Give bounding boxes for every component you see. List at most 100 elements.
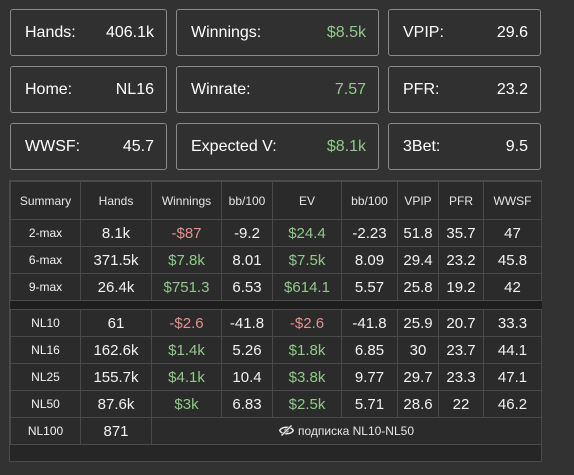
- card-hands: Hands: 406.1k: [10, 9, 167, 56]
- cell-pfr: 22: [438, 390, 484, 418]
- column-header-bb100[interactable]: bb/100: [221, 181, 273, 220]
- cell-ev-bb100: 6.85: [341, 336, 398, 364]
- column-header-vpip[interactable]: VPIP: [397, 181, 439, 220]
- card-home: Home: NL16: [10, 66, 167, 113]
- cell-hands: 871: [80, 417, 152, 445]
- card-value: 7.57: [334, 80, 366, 98]
- cell-winnings: $1.4k: [151, 336, 222, 364]
- table-row: NL16 162.6k $1.4k 5.26 $1.8k 6.85 30 23.…: [10, 336, 542, 364]
- card-label: Winnings:: [191, 23, 262, 41]
- cell-hands: 155.7k: [80, 363, 152, 391]
- row-name: 6-max: [10, 246, 81, 274]
- cell-vpip: 25.9: [397, 309, 439, 337]
- card-expected-value: Expected V: $8.1k: [176, 123, 379, 170]
- cell-wwsf: 46.2: [483, 390, 542, 418]
- eye-slash-icon: [278, 424, 294, 437]
- card-label: Winrate:: [191, 80, 251, 98]
- cell-wwsf: 44.1: [483, 336, 542, 364]
- cell-hands: 162.6k: [80, 336, 152, 364]
- table-row: 9-max 26.4k $751.3 6.53 $614.1 5.57 25.8…: [10, 273, 542, 301]
- cell-bb100: -41.8: [221, 309, 273, 337]
- cell-bb100: -9.2: [221, 219, 273, 247]
- cell-ev: $1.8k: [272, 336, 342, 364]
- cell-vpip: 28.6: [397, 390, 439, 418]
- cell-pfr: 23.3: [438, 363, 484, 391]
- table-row: 6-max 371.5k $7.8k 8.01 $7.5k 8.09 29.4 …: [10, 246, 542, 274]
- card-winnings: Winnings: $8.5k: [176, 9, 379, 56]
- cell-bb100: 8.01: [221, 246, 273, 274]
- row-name: NL25: [10, 363, 81, 391]
- card-3bet: 3Bet: 9.5: [388, 123, 541, 170]
- stats-table-container: Summary Hands Winnings bb/100 EV bb/100 …: [9, 180, 542, 462]
- cell-wwsf: 33.3: [483, 309, 542, 337]
- card-label: Expected V:: [191, 137, 277, 155]
- cell-wwsf: 45.8: [483, 246, 542, 274]
- card-value: 9.5: [505, 137, 528, 155]
- cell-vpip: 51.8: [397, 219, 439, 247]
- cell-hands: 371.5k: [80, 246, 152, 274]
- column-header-winnings[interactable]: Winnings: [151, 181, 222, 220]
- column-header-ev-bb100[interactable]: bb/100: [341, 181, 398, 220]
- cell-pfr: 23.2: [438, 246, 484, 274]
- column-header-ev[interactable]: EV: [272, 181, 342, 220]
- cell-winnings: $4.1k: [151, 363, 222, 391]
- card-label: Home:: [25, 80, 73, 98]
- cell-ev-bb100: 8.09: [341, 246, 398, 274]
- cell-wwsf: 47.1: [483, 363, 542, 391]
- cell-winnings: -$87: [151, 219, 222, 247]
- cell-bb100: 10.4: [221, 363, 273, 391]
- card-label: Hands:: [25, 23, 76, 41]
- cell-winnings: $3k: [151, 390, 222, 418]
- row-name: NL100: [10, 417, 81, 445]
- subscription-notice-text: подписка NL10-NL50: [297, 424, 414, 438]
- cell-wwsf: 47: [483, 219, 542, 247]
- cell-bb100: 6.83: [221, 390, 273, 418]
- cell-bb100: 5.26: [221, 336, 273, 364]
- column-header-summary[interactable]: Summary: [10, 181, 81, 220]
- stats-table: Summary Hands Winnings bb/100 EV bb/100 …: [10, 181, 542, 445]
- card-value: 29.6: [496, 23, 528, 41]
- table-row: NL10 61 -$2.6 -41.8 -$2.6 -41.8 25.9 20.…: [10, 309, 542, 337]
- cell-ev-bb100: -41.8: [341, 309, 398, 337]
- table-row-locked: NL100 871 подписка NL10-NL50: [10, 417, 542, 445]
- cell-ev-bb100: 9.77: [341, 363, 398, 391]
- cell-hands: 87.6k: [80, 390, 152, 418]
- cell-vpip: 29.7: [397, 363, 439, 391]
- cell-bb100: 6.53: [221, 273, 273, 301]
- card-value: $8.1k: [326, 137, 366, 155]
- table-row: NL25 155.7k $4.1k 10.4 $3.8k 9.77 29.7 2…: [10, 363, 542, 391]
- cell-ev: $614.1: [272, 273, 342, 301]
- column-header-wwsf[interactable]: WWSF: [483, 181, 542, 220]
- cell-ev: $2.5k: [272, 390, 342, 418]
- cell-hands: 26.4k: [80, 273, 152, 301]
- row-name: 9-max: [10, 273, 81, 301]
- card-label: WWSF:: [25, 137, 81, 155]
- card-winrate: Winrate: 7.57: [176, 66, 379, 113]
- cell-ev: $3.8k: [272, 363, 342, 391]
- card-value: NL16: [115, 80, 154, 98]
- row-name: NL50: [10, 390, 81, 418]
- cell-winnings: $751.3: [151, 273, 222, 301]
- table-row: 2-max 8.1k -$87 -9.2 $24.4 -2.23 51.8 35…: [10, 219, 542, 247]
- row-name: 2-max: [10, 219, 81, 247]
- cell-pfr: 23.7: [438, 336, 484, 364]
- column-header-pfr[interactable]: PFR: [438, 181, 484, 220]
- row-name: NL10: [10, 309, 81, 337]
- summary-cards: Hands: 406.1k Winnings: $8.5k VPIP: 29.6…: [10, 9, 541, 170]
- cell-winnings: $7.8k: [151, 246, 222, 274]
- cell-pfr: 35.7: [438, 219, 484, 247]
- card-label: PFR:: [403, 80, 440, 98]
- card-value: 23.2: [496, 80, 528, 98]
- separator-cell: [10, 300, 542, 310]
- cell-vpip: 30: [397, 336, 439, 364]
- card-pfr: PFR: 23.2: [388, 66, 541, 113]
- cell-vpip: 29.4: [397, 246, 439, 274]
- card-label: VPIP:: [403, 23, 444, 41]
- card-label: 3Bet:: [403, 137, 441, 155]
- cell-pfr: 20.7: [438, 309, 484, 337]
- cell-hands: 8.1k: [80, 219, 152, 247]
- card-value: 406.1k: [105, 23, 154, 41]
- subscription-notice[interactable]: подписка NL10-NL50: [151, 417, 542, 445]
- table-row: NL50 87.6k $3k 6.83 $2.5k 5.71 28.6 22 4…: [10, 390, 542, 418]
- column-header-hands[interactable]: Hands: [80, 181, 152, 220]
